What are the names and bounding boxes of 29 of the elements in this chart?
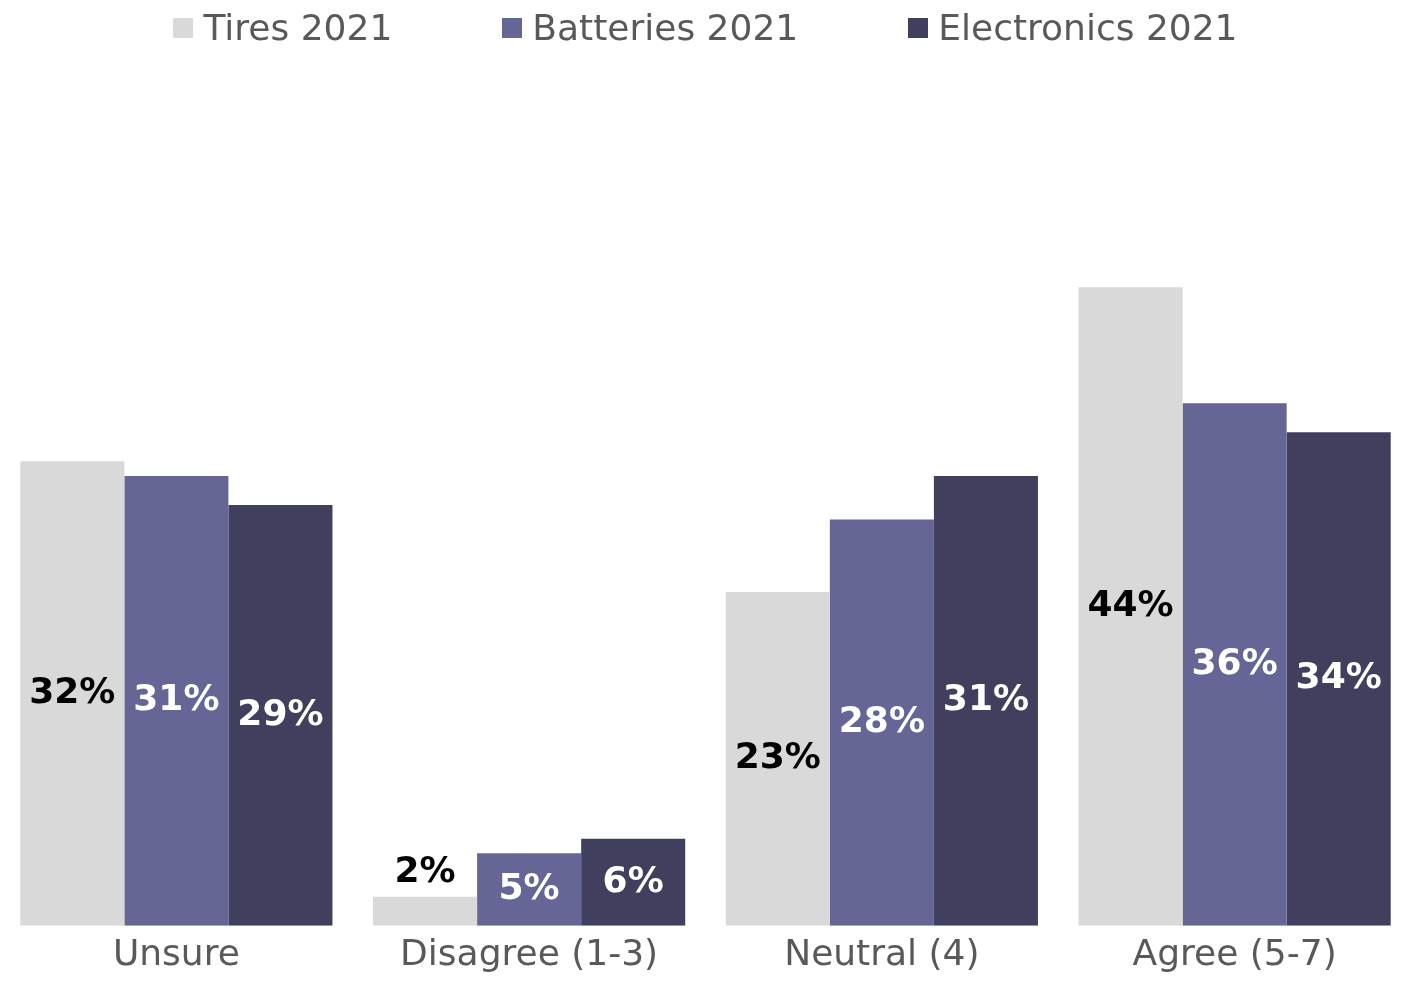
data-label: 32% [29, 669, 116, 711]
x-tick-label: Neutral (4) [784, 931, 980, 973]
bar [124, 475, 229, 926]
data-label: 29% [237, 691, 324, 733]
bar [933, 475, 1038, 926]
data-label: 44% [1087, 582, 1174, 624]
data-label: 23% [734, 735, 821, 777]
bar [20, 461, 125, 926]
bar [829, 519, 934, 926]
bar [1182, 403, 1287, 926]
bar [228, 504, 333, 926]
data-label: 36% [1191, 640, 1278, 682]
data-label: 31% [942, 677, 1030, 719]
x-tick-label: Unsure [112, 931, 240, 973]
x-tick-label: Agree (5-7) [1132, 931, 1337, 973]
data-label: 6% [602, 858, 664, 900]
bar [1286, 432, 1391, 926]
data-label: 5% [498, 865, 560, 907]
bar [725, 591, 830, 926]
data-label: 2% [394, 849, 456, 891]
x-tick-label: Disagree (1-3) [400, 931, 659, 973]
data-label: 28% [838, 698, 925, 740]
bar [373, 896, 478, 926]
bar [1078, 287, 1183, 926]
data-label: 34% [1295, 655, 1382, 697]
legend-label: Batteries 2021 [532, 7, 799, 48]
legend-label: Electronics 2021 [938, 7, 1238, 48]
legend-label: Tires 2021 [203, 7, 393, 48]
data-label: 31% [133, 677, 220, 719]
